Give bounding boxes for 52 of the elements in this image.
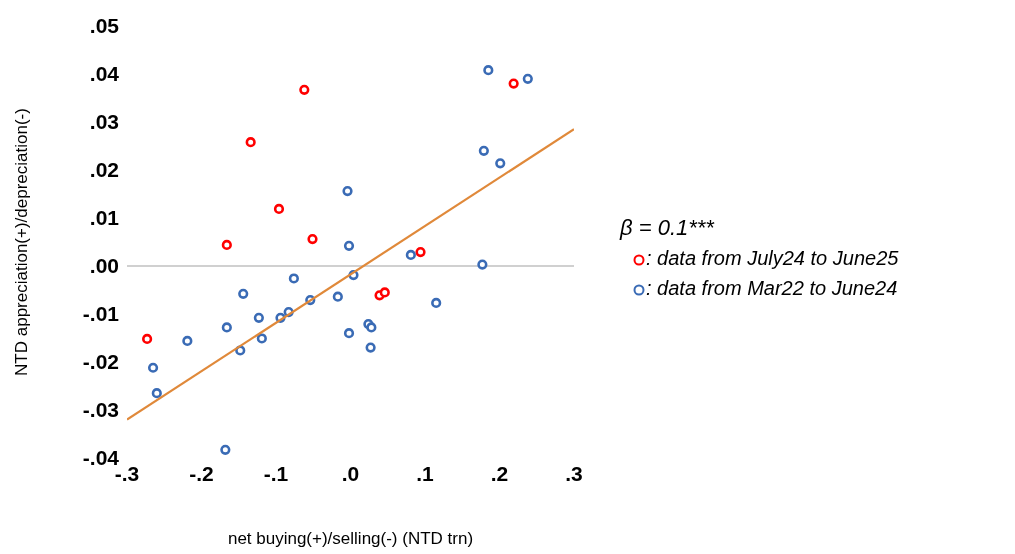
x-axis-title: net buying(+)/selling(-) (NTD trn) bbox=[227, 529, 474, 548]
legend-label: : data from July24 to June25 bbox=[646, 247, 899, 269]
y-tick-label: .05 bbox=[89, 14, 120, 38]
text: β = 0.1*** bbox=[620, 214, 716, 242]
point bbox=[238, 288, 249, 299]
y-tick-label: .04 bbox=[89, 62, 120, 86]
x-tick-label: -.1 bbox=[263, 461, 289, 485]
point bbox=[273, 203, 285, 214]
x-tick-label: .2 bbox=[490, 461, 509, 485]
y-tick-label: -.02 bbox=[82, 350, 119, 374]
y-tick-label: .00 bbox=[89, 254, 119, 278]
point bbox=[221, 322, 232, 333]
point bbox=[483, 65, 494, 76]
point bbox=[142, 333, 153, 345]
point bbox=[343, 240, 355, 251]
point bbox=[342, 186, 353, 197]
y-tick-label: -.01 bbox=[82, 302, 120, 326]
point bbox=[478, 145, 489, 156]
point bbox=[477, 259, 488, 270]
y-tick-label: .01 bbox=[89, 206, 120, 230]
point bbox=[147, 362, 159, 373]
point bbox=[221, 239, 232, 250]
x-tick-label: -.2 bbox=[189, 461, 214, 485]
point bbox=[508, 78, 519, 89]
point bbox=[405, 249, 416, 261]
point bbox=[256, 333, 267, 344]
point bbox=[182, 335, 193, 346]
point bbox=[245, 137, 256, 148]
point bbox=[253, 312, 264, 323]
point bbox=[431, 297, 442, 309]
point bbox=[522, 73, 533, 84]
x-tick-label: .1 bbox=[416, 461, 435, 485]
x-tick-label: .0 bbox=[341, 461, 360, 485]
point bbox=[415, 246, 426, 258]
x-tick-label: .3 bbox=[565, 461, 583, 485]
point bbox=[307, 234, 318, 245]
point bbox=[288, 273, 299, 284]
point bbox=[343, 328, 355, 339]
point bbox=[366, 322, 377, 333]
y-axis-title: NTD appreciation(+)/depreciation(-) bbox=[12, 108, 32, 376]
point bbox=[495, 158, 506, 169]
point bbox=[151, 388, 162, 399]
point bbox=[299, 84, 310, 95]
point bbox=[220, 444, 231, 455]
y-tick-label: .02 bbox=[89, 158, 119, 182]
y-tick-label: .03 bbox=[89, 110, 119, 134]
point bbox=[379, 287, 390, 298]
point bbox=[365, 342, 376, 353]
y-tick-label: -.03 bbox=[82, 398, 119, 422]
point bbox=[332, 291, 343, 302]
legend-label: : data from Mar22 to June24 bbox=[646, 277, 898, 299]
y-tick-label: -.04 bbox=[82, 446, 120, 470]
